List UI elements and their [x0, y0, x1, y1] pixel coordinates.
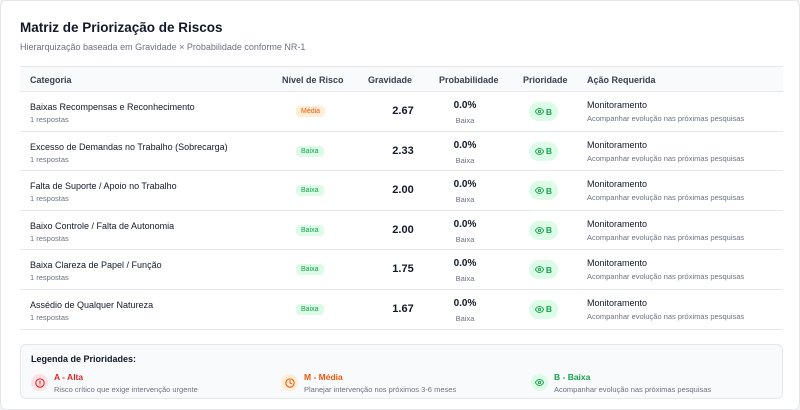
page-title: Matriz de Priorização de Riscos: [20, 20, 223, 35]
action-detail: Acompanhar evolução nas próximas pesquis…: [587, 153, 745, 163]
eye-icon: [534, 147, 544, 156]
risk-level-badge: Baixa: [296, 145, 324, 157]
action-detail: Acompanhar evolução nas próximas pesquis…: [587, 232, 745, 242]
priority-letter: B: [545, 304, 553, 315]
priority-letter: B: [545, 185, 553, 196]
probability-label: Baixa: [455, 313, 475, 323]
legend-label: M - Média: [304, 372, 343, 382]
response-count: 1 respostas: [30, 233, 69, 243]
col-header-acao: Ação Requerida: [587, 75, 656, 85]
probability-label: Baixa: [455, 195, 475, 205]
category-name: Falta de Suporte / Apoio no Trabalho: [30, 181, 177, 192]
category-name: Baixas Recompensas e Reconhecimento: [30, 102, 195, 112]
response-count: 1 respostas: [30, 273, 69, 283]
probability-label: Baixa: [455, 155, 475, 165]
action-title: Monitoramento: [587, 258, 648, 269]
risk-table: Categoria Nível de Risco Gravidade Proba…: [20, 66, 783, 330]
priority-badge: B: [529, 299, 558, 319]
priority-badge: B: [529, 260, 558, 280]
risk-level-badge: Baixa: [296, 185, 324, 197]
action-title: Monitoramento: [587, 179, 648, 190]
action-title: Monitoramento: [587, 218, 648, 229]
eye-icon: [534, 186, 544, 195]
table-row: Baixo Controle / Falta de Autonomia 1 res…: [20, 211, 783, 251]
col-header-probabilidade: Probabilidade: [439, 75, 499, 85]
priority-badge: B: [529, 181, 558, 201]
col-header-prioridade: Prioridade: [523, 75, 568, 85]
priority-letter: B: [545, 225, 553, 236]
col-header-gravidade: Gravidade: [368, 75, 413, 85]
response-count: 1 respostas: [30, 154, 69, 164]
eye-icon: [531, 374, 548, 391]
table-row: Excesso de Demandas no Trabalho (Sobreca…: [20, 132, 783, 172]
eye-icon: [534, 305, 544, 314]
eye-icon: [534, 265, 544, 274]
gravity-value: 2.00: [392, 184, 414, 197]
probability-value: 0.0%: [453, 258, 477, 270]
gravity-value: 1.67: [392, 302, 414, 315]
priority-letter: B: [545, 106, 553, 117]
priority-badge: B: [529, 220, 558, 240]
alert-circle-icon: [31, 374, 48, 391]
risk-level-badge: Baixa: [296, 224, 324, 236]
category-name: Excesso de Demandas no Trabalho (Sobreca…: [30, 141, 228, 152]
action-detail: Acompanhar evolução nas próximas pesquis…: [587, 272, 745, 282]
action-title: Monitoramento: [587, 297, 648, 308]
category-name: Assédio de Qualquer Natureza: [30, 299, 154, 310]
action-detail: Acompanhar evolução nas próximas pesquis…: [587, 193, 745, 203]
clock-icon: [281, 374, 298, 391]
action-detail: Acompanhar evolução nas próximas pesquis…: [587, 114, 745, 123]
table-body: Baixas Recompensas e Reconhecimento 1 res…: [20, 92, 783, 330]
priority-badge: B: [529, 141, 558, 161]
table-header: Categoria Nível de Risco Gravidade Proba…: [20, 66, 783, 92]
table-row: Baixas Recompensas e Reconhecimento 1 res…: [20, 92, 783, 132]
response-count: 1 respostas: [30, 194, 69, 204]
table-row: Assédio de Qualquer Natureza 1 respostas B…: [20, 290, 783, 330]
risk-level-badge: Baixa: [296, 303, 324, 315]
probability-label: Baixa: [455, 274, 475, 284]
probability-label: Baixa: [455, 116, 475, 125]
action-title: Monitoramento: [587, 100, 648, 110]
legend-label: A - Alta: [54, 372, 84, 382]
risk-level-badge: Média: [296, 106, 326, 117]
legend-description: Acompanhar evolução nas próximas pesquis…: [554, 385, 712, 394]
gravity-value: 2.00: [392, 223, 414, 236]
col-header-nivel: Nível de Risco: [282, 75, 344, 85]
legend-description: Risco crítico que exige intervenção urge…: [54, 385, 198, 394]
gravity-value: 1.75: [392, 263, 414, 276]
probability-value: 0.0%: [453, 139, 477, 151]
page-subtitle: Hierarquização baseada em Gravidade × Pr…: [20, 42, 306, 52]
legend-label: B - Baixa: [554, 372, 591, 382]
action-detail: Acompanhar evolução nas próximas pesquis…: [587, 311, 745, 321]
table-row: Falta de Suporte / Apoio no Trabalho 1 re…: [20, 171, 783, 211]
eye-icon: [534, 226, 544, 235]
category-name: Baixa Clareza de Papel / Função: [30, 260, 162, 271]
table-row: Baixa Clareza de Papel / Função 1 respost…: [20, 250, 783, 290]
category-name: Baixo Controle / Falta de Autonomia: [30, 220, 175, 231]
response-count: 1 respostas: [30, 312, 69, 322]
risk-level-badge: Baixa: [296, 264, 324, 276]
priority-legend: Legenda de Prioridades: A - Alta Risco cr…: [20, 344, 783, 399]
gravity-value: 2.33: [392, 144, 414, 157]
probability-value: 0.0%: [453, 100, 477, 111]
probability-value: 0.0%: [453, 218, 477, 230]
legend-description: Planejar intervenção nos próximos 3-6 me…: [304, 385, 457, 394]
eye-icon: [534, 107, 544, 116]
priority-letter: B: [545, 264, 553, 275]
probability-value: 0.0%: [453, 179, 477, 191]
legend-title: Legenda de Prioridades:: [31, 354, 137, 364]
action-title: Monitoramento: [587, 139, 648, 150]
priority-badge: B: [529, 102, 558, 121]
probability-label: Baixa: [455, 234, 475, 244]
priority-letter: B: [545, 146, 553, 157]
col-header-categoria: Categoria: [30, 75, 72, 85]
response-count: 1 respostas: [30, 115, 69, 124]
gravity-value: 2.67: [392, 105, 414, 117]
probability-value: 0.0%: [453, 297, 477, 309]
